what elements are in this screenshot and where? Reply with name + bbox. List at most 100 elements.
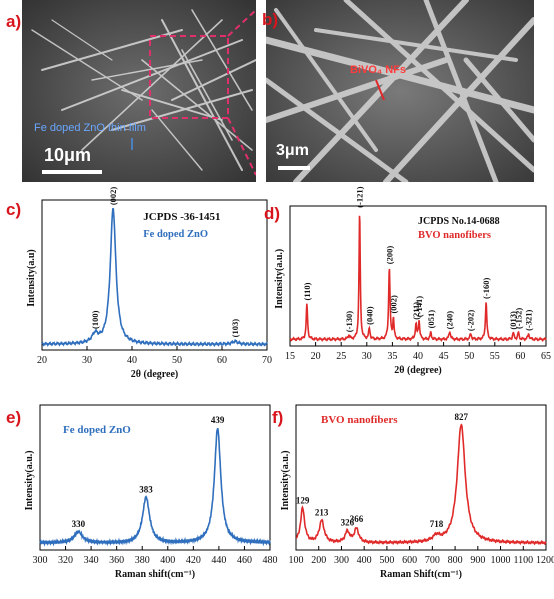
- peak-label: 213: [315, 507, 329, 517]
- chart-subtitle: Fe doped ZnO: [143, 229, 208, 240]
- sem-b-scale-label: 3μm: [276, 142, 309, 159]
- x-tick-label: 320: [58, 555, 73, 566]
- x-tick-label: 55: [490, 351, 500, 362]
- x-tick-label: 1100: [513, 555, 533, 566]
- scale-bar-b: [278, 166, 310, 170]
- x-tick-label: 440: [211, 555, 226, 566]
- peak-label: (040): [364, 306, 374, 325]
- chart-title: JCPDS -36-1451: [143, 211, 220, 223]
- x-axis-label: 2θ (degree): [394, 365, 442, 376]
- peak-label: (240): [445, 311, 455, 330]
- x-tick-label: 900: [470, 555, 485, 566]
- x-tick-label: 600: [402, 555, 417, 566]
- sem-a-annotation: Fe doped ZnO thin film: [34, 122, 146, 134]
- peak-label: 330: [72, 519, 86, 529]
- chart-f-raman-bvo: 100 200 300 400 500 600 700 800 900 1000 1100 1200 R…: [280, 404, 554, 580]
- sem-image-b-fibers: [266, 0, 534, 182]
- y-axis-label: Intensity(a.u.): [274, 249, 285, 309]
- x-tick-label: 20: [311, 351, 321, 362]
- sem-image-a-fibers: ←: [22, 0, 256, 182]
- x-tick-label: 300: [334, 555, 349, 566]
- x-tick-label: 300: [33, 555, 48, 566]
- series-line: [41, 207, 268, 348]
- x-tick-label: 400: [357, 555, 372, 566]
- x-tick-label: 700: [425, 555, 440, 566]
- peak-label: (-130): [344, 311, 354, 332]
- peak-label: (100): [90, 310, 100, 329]
- x-tick-label: 100: [289, 555, 304, 566]
- y-axis-label: Intensity(a.u): [26, 249, 37, 307]
- x-tick-label: 460: [237, 555, 252, 566]
- x-tick-label: 35: [387, 351, 397, 362]
- y-axis-label: Intensity(a.u.): [24, 450, 35, 510]
- peak-label: (-121): [355, 186, 365, 207]
- peak-label: (-160): [481, 278, 491, 299]
- x-tick-label: 800: [448, 555, 463, 566]
- x-tick-label: 50: [464, 351, 474, 362]
- panel-letter-c: c): [6, 200, 22, 219]
- x-tick-label: 340: [84, 555, 99, 566]
- peak-label: (211): [411, 302, 421, 320]
- peak-label: 718: [430, 519, 444, 529]
- x-tick-label: 400: [160, 555, 175, 566]
- panel-letter-e: e): [6, 408, 22, 427]
- series-line: [39, 428, 271, 547]
- peak-label: (200): [384, 246, 394, 265]
- panel-letter-f: f): [272, 408, 284, 427]
- x-tick-label: 1200: [536, 555, 554, 566]
- x-tick-label: 45: [439, 351, 449, 362]
- sem-b-annotation: BiVO₄ NFs: [350, 64, 406, 76]
- peak-label: (-202): [466, 310, 476, 331]
- scale-bar-a: [42, 170, 102, 174]
- peak-label: (-152): [513, 308, 523, 329]
- peak-label: (002): [388, 295, 398, 314]
- peak-label: 129: [296, 495, 310, 505]
- panel-letter-d: d): [264, 204, 281, 223]
- peak-label: (103): [230, 319, 240, 338]
- peak-label: (002): [108, 187, 118, 206]
- peak-label: (051): [426, 310, 436, 329]
- peak-label: (110): [302, 282, 312, 300]
- chart-subtitle: BVO nanofibers: [418, 230, 491, 241]
- x-tick-label: 30: [82, 355, 92, 366]
- panel-letter-b: b): [262, 10, 279, 29]
- x-tick-label: 65: [541, 351, 551, 362]
- x-tick-label: 380: [135, 555, 150, 566]
- x-tick-label: 70: [262, 355, 272, 366]
- sem-image-b: BiVO₄ NFs 3μm: [266, 0, 534, 182]
- chart-e-raman-zno: 300 320 340 360 380 400 420 440 460 480 Raman shif…: [24, 404, 278, 580]
- x-tick-label: 20: [37, 355, 47, 366]
- x-tick-label: 200: [311, 555, 326, 566]
- peak-label: 827: [454, 412, 468, 422]
- peak-label: (013): [508, 311, 518, 330]
- plot-frame: [39, 404, 271, 551]
- x-tick-label: 1000: [491, 555, 511, 566]
- chart-title: BVO nanofibers: [321, 414, 398, 426]
- x-tick-label: 60: [217, 355, 227, 366]
- svg-text:←: ←: [122, 123, 131, 133]
- peak-label: 366: [350, 514, 364, 524]
- x-tick-label: 40: [127, 355, 137, 366]
- x-tick-label: 420: [186, 555, 201, 566]
- x-tick-label: 60: [515, 351, 525, 362]
- peak-label: 326: [341, 518, 355, 528]
- chart-title: JCPDS No.14-0688: [418, 216, 500, 227]
- series-line: [289, 215, 547, 342]
- sem-image-a: ← Fe doped ZnO thin film 10μm: [22, 0, 256, 182]
- sem-a-scale-label: 10μm: [44, 145, 92, 165]
- series-line: [295, 423, 547, 546]
- x-tick-label: 50: [172, 355, 182, 366]
- x-tick-label: 480: [263, 555, 278, 566]
- plot-frame: [295, 404, 547, 551]
- peak-label: 383: [139, 485, 153, 495]
- peak-label: (-141): [414, 296, 424, 317]
- peak-label: (-321): [524, 309, 534, 330]
- x-tick-label: 25: [336, 351, 346, 362]
- y-axis-label: Intensity(a.u.): [280, 450, 291, 510]
- chart-d-xrd-bvo: 15 20 25 30 35 40 45 50 55 60 65 2θ (degree) Intensi…: [274, 186, 551, 376]
- x-axis-label: 2θ (degree): [131, 369, 179, 380]
- x-tick-label: 40: [413, 351, 423, 362]
- x-axis-label: Raman Shift(cm⁻¹): [380, 569, 462, 580]
- x-tick-label: 30: [362, 351, 372, 362]
- chart-c-xrd-zno: 20 30 40 50 60 70 2θ (degree) Intensity(a.u) JCP…: [26, 187, 272, 380]
